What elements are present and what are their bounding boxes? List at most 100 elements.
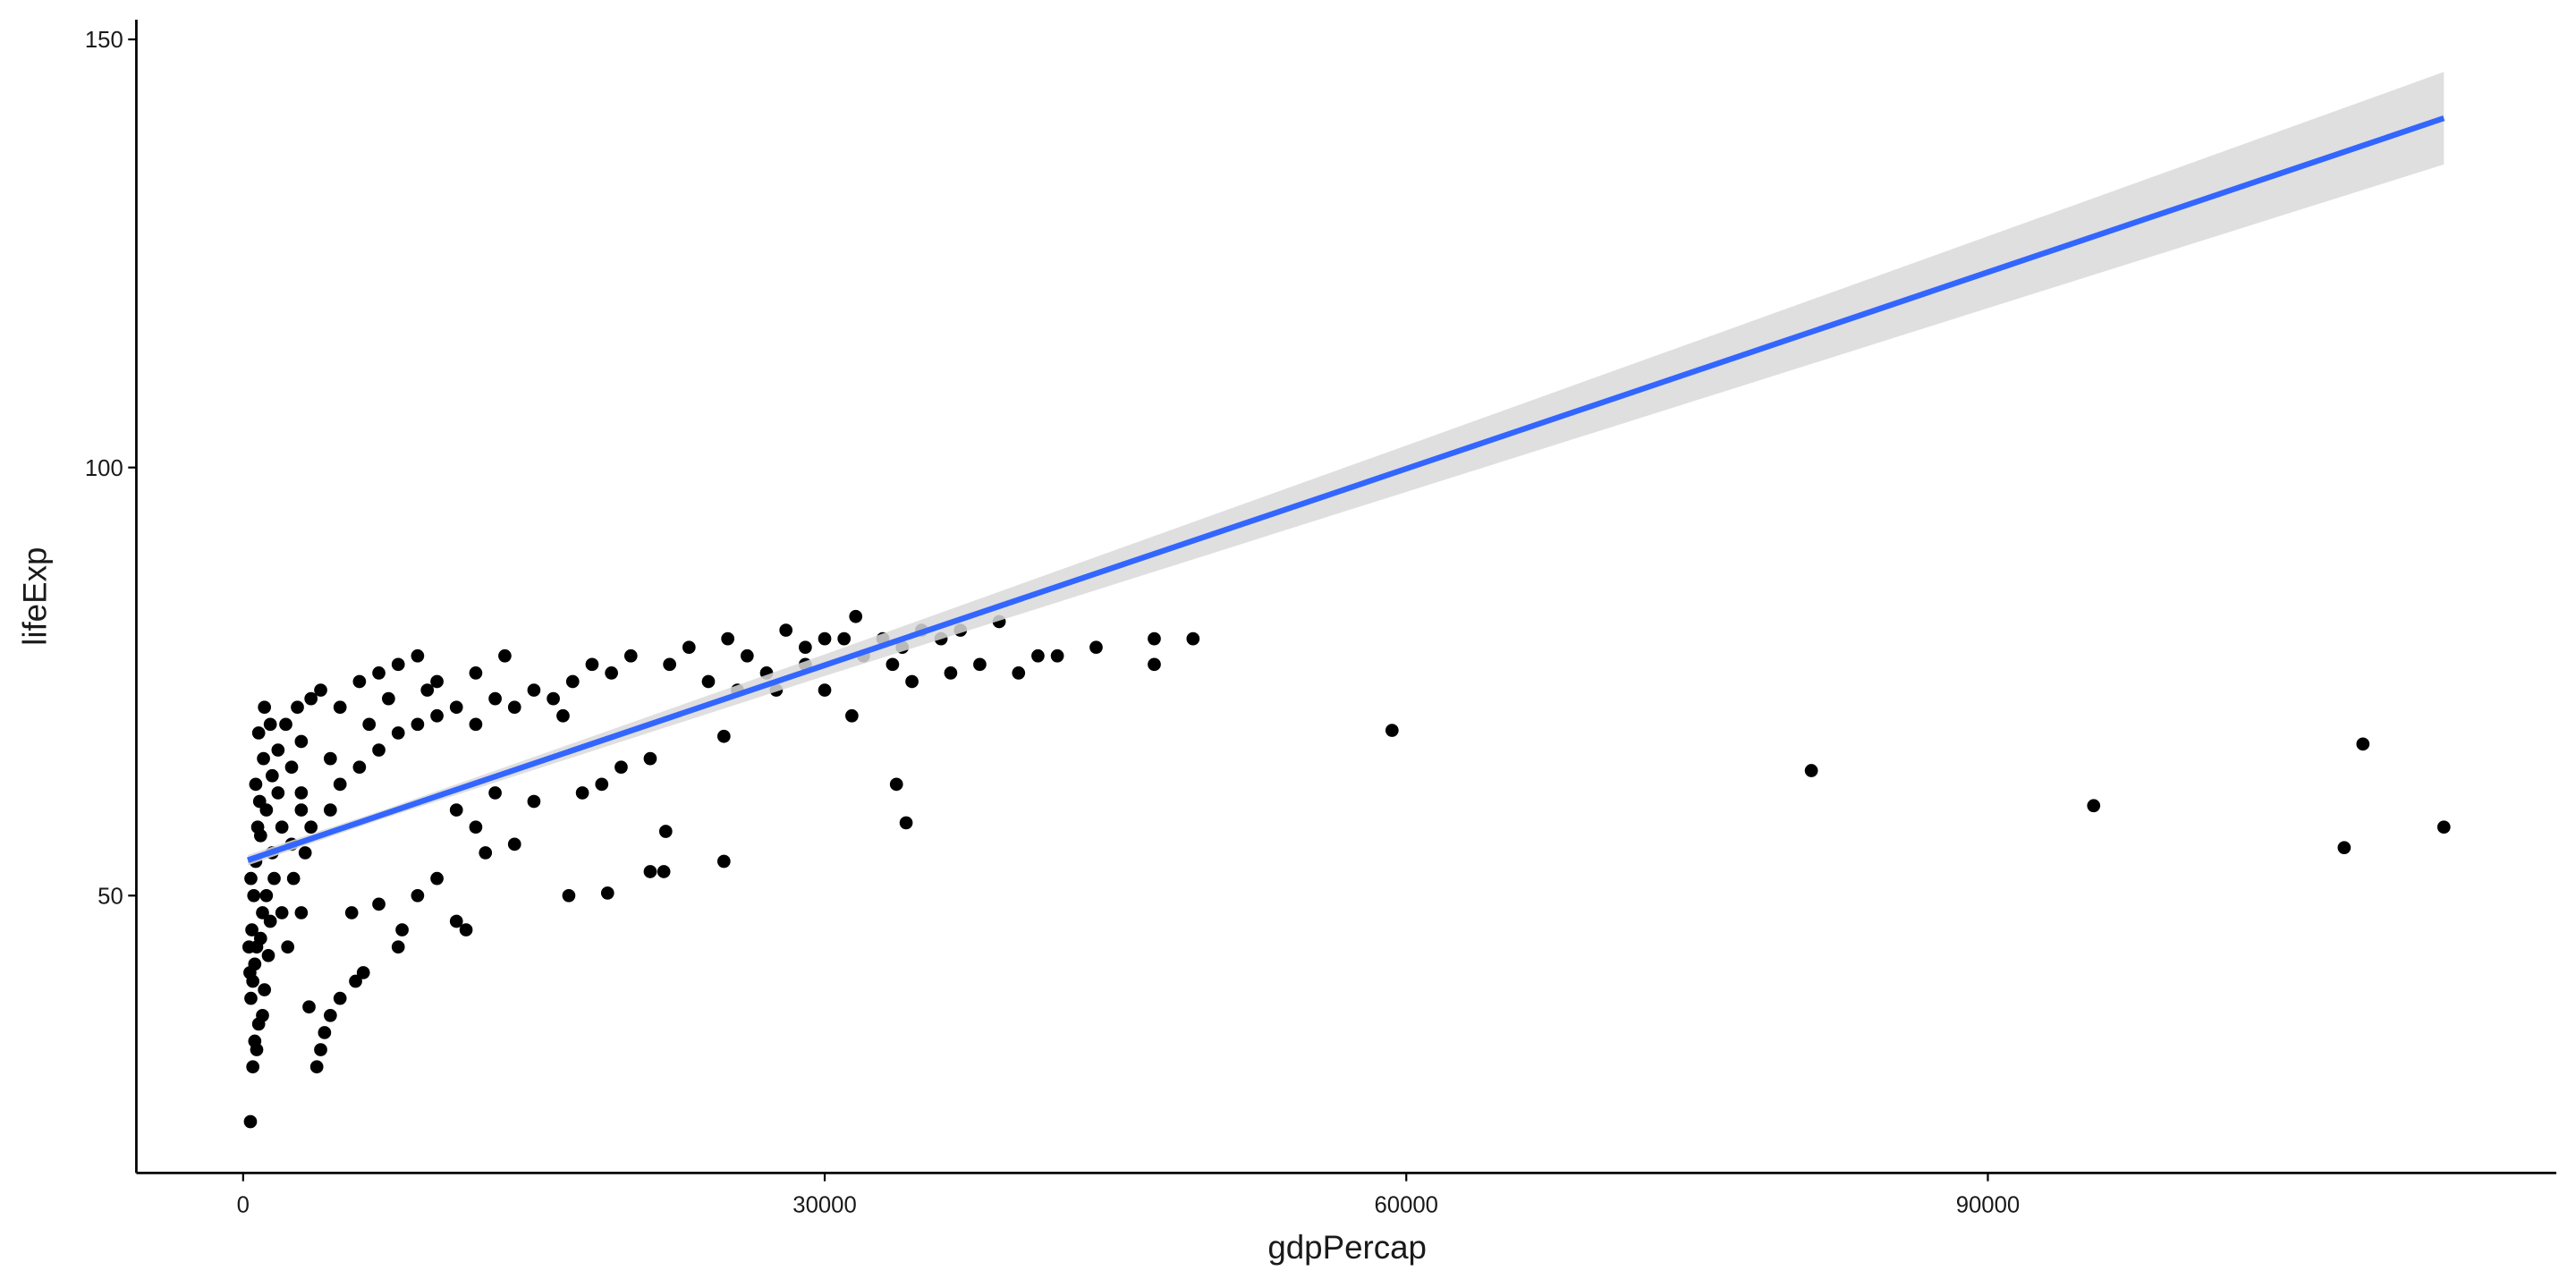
point <box>252 794 267 809</box>
point <box>657 865 671 878</box>
point <box>562 888 576 902</box>
point <box>271 786 285 800</box>
point <box>585 657 599 672</box>
point <box>527 683 541 697</box>
point <box>263 717 277 732</box>
point <box>420 683 435 697</box>
y-tick-label: 150 <box>85 28 123 53</box>
point <box>498 648 512 663</box>
x-tick-label: 60000 <box>1374 1193 1437 1218</box>
point <box>395 923 409 936</box>
fit-line <box>247 115 2445 863</box>
point <box>263 914 277 928</box>
point <box>430 871 444 886</box>
point <box>1148 631 1161 646</box>
point <box>1804 764 1818 777</box>
point <box>251 726 266 740</box>
point <box>324 803 337 817</box>
y-tick-label: 100 <box>85 456 123 481</box>
point <box>352 760 367 775</box>
point <box>507 700 521 715</box>
point <box>556 708 570 723</box>
point <box>382 691 395 706</box>
x-axis-title: gdpPercap <box>1267 1229 1427 1266</box>
point <box>2436 820 2451 835</box>
point <box>245 923 258 936</box>
confidence-band <box>248 72 2445 866</box>
point <box>818 683 832 697</box>
point <box>244 871 258 886</box>
point <box>643 865 657 878</box>
point <box>658 825 673 838</box>
point <box>372 666 386 680</box>
point <box>479 846 493 860</box>
point <box>259 888 274 902</box>
point <box>243 1114 258 1129</box>
point <box>799 640 812 655</box>
point <box>333 991 347 1005</box>
point <box>2337 841 2351 855</box>
point <box>362 717 377 732</box>
point <box>469 717 483 732</box>
point <box>333 777 347 792</box>
point <box>886 657 900 672</box>
point <box>430 674 444 689</box>
point <box>663 657 676 672</box>
point <box>527 794 541 809</box>
point <box>575 786 589 800</box>
point <box>469 666 483 680</box>
point <box>1050 648 1064 663</box>
point <box>614 760 628 775</box>
point <box>2356 737 2370 751</box>
point <box>565 674 580 689</box>
point <box>298 846 312 860</box>
point <box>318 1026 332 1039</box>
point <box>488 786 502 800</box>
point <box>372 743 386 757</box>
point <box>837 631 852 646</box>
point <box>261 948 275 962</box>
point <box>411 648 425 663</box>
point <box>349 974 362 988</box>
point <box>291 700 304 715</box>
point <box>600 886 614 900</box>
point <box>507 837 521 852</box>
point <box>244 991 258 1005</box>
point <box>257 751 270 766</box>
point <box>818 631 832 646</box>
point <box>849 609 863 623</box>
point <box>1148 657 1161 672</box>
point <box>701 674 716 689</box>
point <box>304 691 318 706</box>
point <box>271 743 285 757</box>
point <box>779 623 793 637</box>
point <box>2087 799 2101 813</box>
point <box>247 888 261 902</box>
point <box>356 966 370 979</box>
point <box>344 906 359 919</box>
point <box>449 803 463 817</box>
point <box>430 708 444 723</box>
point <box>333 700 347 715</box>
point <box>324 751 337 766</box>
point <box>275 906 289 919</box>
point <box>905 674 919 689</box>
point <box>294 786 309 800</box>
point <box>302 1000 316 1014</box>
point <box>281 940 295 954</box>
point <box>643 751 657 766</box>
point <box>1186 631 1200 646</box>
y-axis-title: lifeExp <box>16 547 53 646</box>
point <box>267 871 281 886</box>
point <box>275 820 289 835</box>
point <box>314 683 327 697</box>
point <box>242 940 256 954</box>
point <box>1012 666 1026 680</box>
point <box>258 700 272 715</box>
point <box>459 923 473 936</box>
point <box>294 803 309 817</box>
point <box>682 640 696 655</box>
point <box>469 820 483 835</box>
point <box>944 666 958 680</box>
point <box>309 1060 324 1074</box>
